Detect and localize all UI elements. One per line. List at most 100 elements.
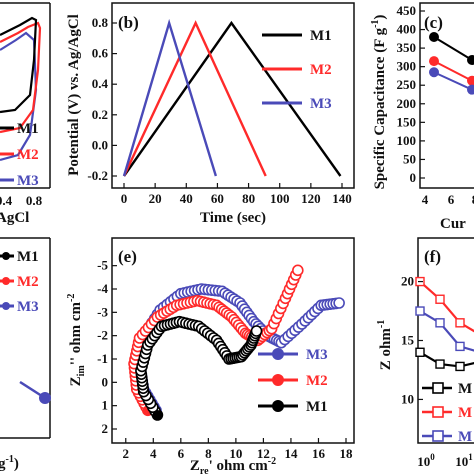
f-point-M3: [435, 318, 445, 328]
c-ytick-label: 0: [410, 170, 417, 185]
c-point-M2: [429, 56, 439, 67]
e-legend-label-M1: M1: [306, 399, 328, 415]
f-series-line-M2: [419, 280, 474, 333]
f-legend-marker: [432, 382, 444, 394]
panel-e-ylabel: Zim'' ohm cm-2: [66, 294, 87, 387]
f-ytick-label: 20: [401, 274, 414, 289]
panel-f-ylabel-fragment: Z ohm-1: [376, 320, 394, 370]
b-ytick-label: -0.2: [87, 168, 108, 183]
f-legend-label: M: [458, 405, 472, 421]
f-point-M2: [435, 294, 445, 304]
e-ytick-label: 0: [102, 374, 109, 389]
b-ytick-label: 0.4: [92, 76, 109, 91]
a-legend-label-M1: M1: [17, 121, 39, 137]
e-xtick-label: 14: [284, 446, 298, 461]
f-legend-marker: [432, 430, 444, 442]
e-ytick-label: -3: [97, 304, 108, 319]
b-xtick-label: 40: [180, 191, 193, 206]
c-ytick-label: 250: [397, 77, 417, 92]
b-ytick-label: 0.8: [92, 15, 109, 30]
b-legend-label-M2: M2: [310, 62, 332, 78]
c-xtick-label: 8: [472, 192, 474, 207]
panel-c-ylabel: Specific Capacitance (F g-1): [370, 15, 388, 190]
e-xtick-label: 8: [205, 446, 212, 461]
e-ytick-label: 2: [102, 421, 109, 436]
c-point-M2: [467, 75, 474, 86]
e-point-M3: [333, 297, 345, 309]
a-cv-curve-M2: [0, 21, 42, 134]
c-point-M3: [429, 67, 439, 78]
b-xtick-label: 0: [121, 191, 128, 206]
e-xtick-label: 16: [312, 446, 326, 461]
c-ytick-label: 450: [397, 3, 417, 18]
panel-d-point: [39, 392, 51, 404]
a-cv-curve-M3: [0, 31, 38, 162]
b-series-line-M2: [122, 20, 267, 177]
f-point-M3: [415, 306, 425, 316]
panel-b-ylabel: Potential (V) vs. Ag/AgCl: [66, 14, 82, 176]
f-point-M3: [455, 341, 465, 352]
a-xtick-label: 0.8: [26, 193, 43, 208]
c-ytick-label: 350: [397, 40, 417, 55]
c-series-line-M3: [433, 71, 473, 91]
panel-c-xlabel-fragment: Cur: [440, 216, 466, 232]
b-xtick-label: 60: [211, 191, 224, 206]
b-xtick-label: 140: [332, 191, 352, 206]
e-xtick-label: 4: [150, 446, 157, 461]
a-legend-label-M3: M3: [17, 173, 39, 189]
b-legend-label-M3: M3: [310, 96, 332, 112]
panel-e-xlabel: Zre' ohm cm-2: [190, 456, 276, 474]
c-point-M1: [429, 31, 439, 42]
a-legend-label-M2: M2: [17, 147, 39, 163]
c-ytick-label: 200: [397, 96, 417, 111]
e-point-start-M1: [152, 410, 163, 420]
panel-f-label: (f): [424, 247, 441, 266]
f-ytick-label: 15: [401, 333, 415, 348]
e-legend-marker-M3: [272, 348, 284, 360]
f-point-M1: [415, 347, 425, 357]
e-point-M1: [250, 325, 263, 337]
e-xtick-label: 2: [123, 446, 130, 461]
e-xtick-label: 6: [178, 446, 185, 461]
b-ytick-label: 0.6: [92, 46, 109, 61]
b-ytick-label: 0.2: [92, 107, 108, 122]
f-legend-label: M: [458, 429, 472, 445]
panel-b-charge-discharge-chart: (b) 0 20 40 60 80 100 120 140 -0.2 0.0 0.2 0.4 0.6 0.…: [66, 2, 355, 226]
d-legend-marker-M1: [2, 252, 10, 260]
e-xtick-label: 12: [257, 446, 270, 461]
d-legend-label-M2: M2: [17, 274, 39, 290]
f-xtick-label: 100: [417, 452, 435, 469]
a-xtick-label: 0.4: [0, 193, 13, 208]
f-series-line-M1: [419, 351, 474, 368]
c-xtick-label: 4: [422, 192, 429, 207]
f-xtick-label: 101: [455, 452, 473, 469]
b-xtick-label: 120: [301, 191, 321, 206]
e-legend-label-M3: M3: [306, 347, 328, 363]
f-legend-label: M: [458, 381, 472, 397]
panel-c-label: (c): [424, 13, 443, 32]
e-xtick-label: 10: [229, 446, 242, 461]
d-legend-label-M1: M1: [17, 249, 39, 265]
c-point-M1: [467, 54, 474, 65]
d-legend-label-M3: M3: [17, 299, 39, 315]
e-ytick-label: 1: [102, 398, 109, 413]
c-ytick-label: 300: [397, 59, 417, 74]
a-cv-curve-M1: [0, 16, 38, 114]
panel-a-xlabel-fragment: AgCl: [0, 210, 29, 226]
panel-c-capacitance-chart: (c) 0 50 100 150 200 250 300 350 400 450 4 6 8 Speci…: [370, 2, 474, 232]
b-series-line-M3: [122, 18, 218, 177]
d-legend-marker-M3: [2, 302, 10, 310]
b-xtick-label: 80: [242, 191, 255, 206]
e-xtick-label: 18: [340, 446, 354, 461]
f-point-M1: [435, 359, 445, 369]
f-series-line-M3: [419, 310, 474, 352]
c-ytick-label: 150: [397, 114, 417, 129]
panel-d-xlabel-fragment: g-1): [0, 454, 19, 472]
b-xtick-label: 100: [270, 191, 290, 206]
panel-e-label: (e): [118, 247, 137, 266]
b-legend-label-M1: M1: [310, 28, 332, 44]
b-series-line-M1: [123, 20, 342, 177]
c-point-M3: [467, 84, 474, 95]
